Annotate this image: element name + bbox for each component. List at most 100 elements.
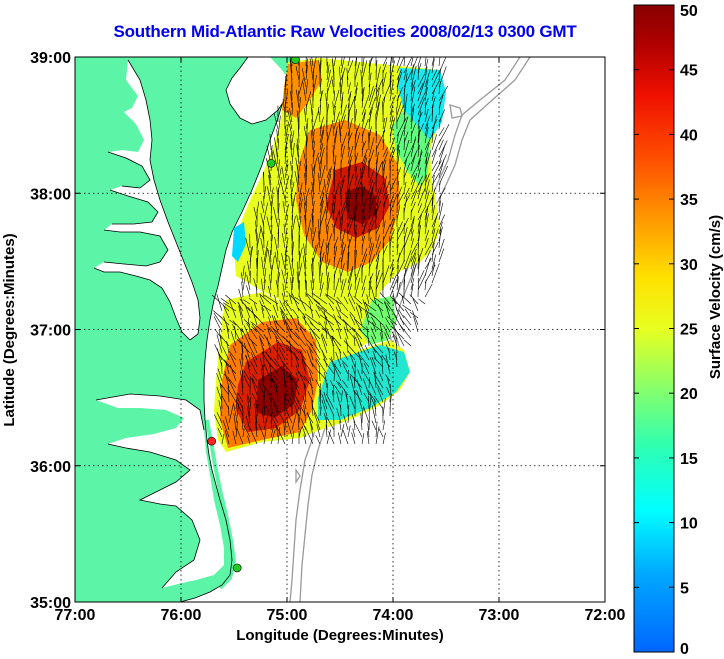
velocity-vector	[322, 358, 335, 375]
x-tick-label-4: 73:00	[479, 607, 520, 624]
velocity-vector	[354, 318, 370, 333]
velocity-vector	[403, 182, 407, 193]
velocity-vector	[340, 205, 346, 221]
velocity-vector	[336, 296, 349, 312]
velocity-vector	[396, 191, 405, 207]
velocity-vector	[363, 392, 370, 403]
velocity-vector	[242, 369, 244, 382]
velocity-vector	[340, 114, 346, 130]
velocity-vector	[375, 79, 383, 95]
velocity-vector	[389, 199, 392, 221]
velocity-vector	[354, 109, 357, 123]
velocity-vector	[385, 354, 391, 375]
velocity-vector	[287, 346, 300, 361]
velocity-vector	[284, 374, 286, 389]
velocity-vector	[373, 371, 384, 389]
velocity-vector	[354, 57, 358, 74]
velocity-vector	[274, 251, 279, 270]
velocity-vector	[370, 344, 384, 361]
velocity-vector	[321, 333, 328, 347]
velocity-vector	[396, 144, 398, 165]
velocity-vector	[217, 348, 223, 368]
velocity-vector	[361, 157, 368, 179]
velocity-vector	[227, 376, 237, 389]
velocity-vector	[326, 168, 331, 179]
velocity-vector	[277, 345, 279, 361]
velocity-vector	[354, 277, 361, 298]
velocity-vector	[256, 257, 258, 270]
velocity-vector	[342, 319, 356, 333]
velocity-vector	[216, 373, 223, 389]
colorbar-tick-label-0: 0	[680, 641, 689, 658]
velocity-vector	[375, 145, 377, 158]
velocity-vector	[364, 301, 370, 312]
velocity-vector	[246, 274, 251, 291]
velocity-vector	[250, 352, 258, 368]
velocity-vector	[284, 142, 287, 165]
velocity-vector	[396, 259, 405, 277]
velocity-vector	[383, 302, 391, 312]
velocity-vector	[417, 167, 421, 179]
velocity-vector	[346, 68, 349, 81]
velocity-vector	[312, 129, 315, 144]
velocity-vector	[431, 89, 435, 102]
velocity-vector	[290, 356, 293, 368]
velocity-vector	[226, 341, 230, 354]
velocity-vector	[347, 82, 351, 95]
velocity-vector	[315, 435, 321, 445]
velocity-vector	[382, 223, 391, 242]
velocity-vector	[424, 127, 429, 144]
velocity-vector	[273, 330, 286, 347]
velocity-vector	[227, 385, 230, 403]
velocity-vector	[347, 215, 355, 235]
velocity-vector	[339, 420, 342, 431]
velocity-vector	[295, 372, 300, 382]
velocity-vector	[431, 228, 436, 242]
velocity-vector	[248, 344, 258, 361]
velocity-vector	[332, 144, 335, 158]
velocity-vector	[276, 385, 279, 403]
velocity-vector	[389, 218, 395, 235]
velocity-vector	[335, 306, 342, 319]
velocity-region-cyan-west	[232, 222, 246, 262]
y-tick-label-3: 38:00	[30, 186, 71, 203]
velocity-vector	[244, 370, 251, 382]
velocity-vector	[326, 124, 333, 144]
velocity-vector	[304, 425, 314, 445]
velocity-vector	[368, 208, 378, 228]
velocity-vector	[380, 332, 384, 347]
velocity-vector	[410, 218, 415, 235]
velocity-vector	[438, 229, 442, 249]
velocity-vector	[438, 139, 444, 151]
velocity-vector	[270, 200, 273, 221]
velocity-vector	[349, 353, 356, 368]
velocity-vector	[312, 149, 315, 165]
velocity-vector	[396, 69, 402, 81]
velocity-vector	[270, 419, 273, 431]
velocity-vector	[313, 299, 328, 312]
velocity-vector	[326, 64, 330, 81]
velocity-vector	[303, 434, 307, 445]
velocity-vector	[279, 306, 286, 319]
velocity-vector	[277, 260, 280, 277]
velocity-vector	[277, 251, 279, 263]
velocity-vector	[354, 165, 358, 179]
velocity-vector	[347, 425, 351, 438]
velocity-vector	[424, 279, 427, 291]
x-tick-label-0: 77:00	[55, 607, 96, 624]
y-tick-label-0: 35:00	[30, 595, 71, 612]
velocity-vector	[310, 189, 314, 207]
velocity-vector	[222, 346, 230, 361]
velocity-vector	[269, 327, 279, 340]
velocity-vector	[333, 363, 336, 382]
velocity-vector	[368, 280, 372, 298]
velocity-vector	[342, 360, 349, 368]
velocity-vector	[361, 86, 365, 109]
velocity-vector	[298, 198, 303, 221]
velocity-vector	[298, 262, 303, 277]
velocity-vector	[410, 57, 418, 74]
velocity-vector	[417, 188, 426, 207]
map-grid	[75, 57, 605, 602]
velocity-vector	[438, 226, 443, 242]
velocity-vector	[288, 255, 293, 277]
